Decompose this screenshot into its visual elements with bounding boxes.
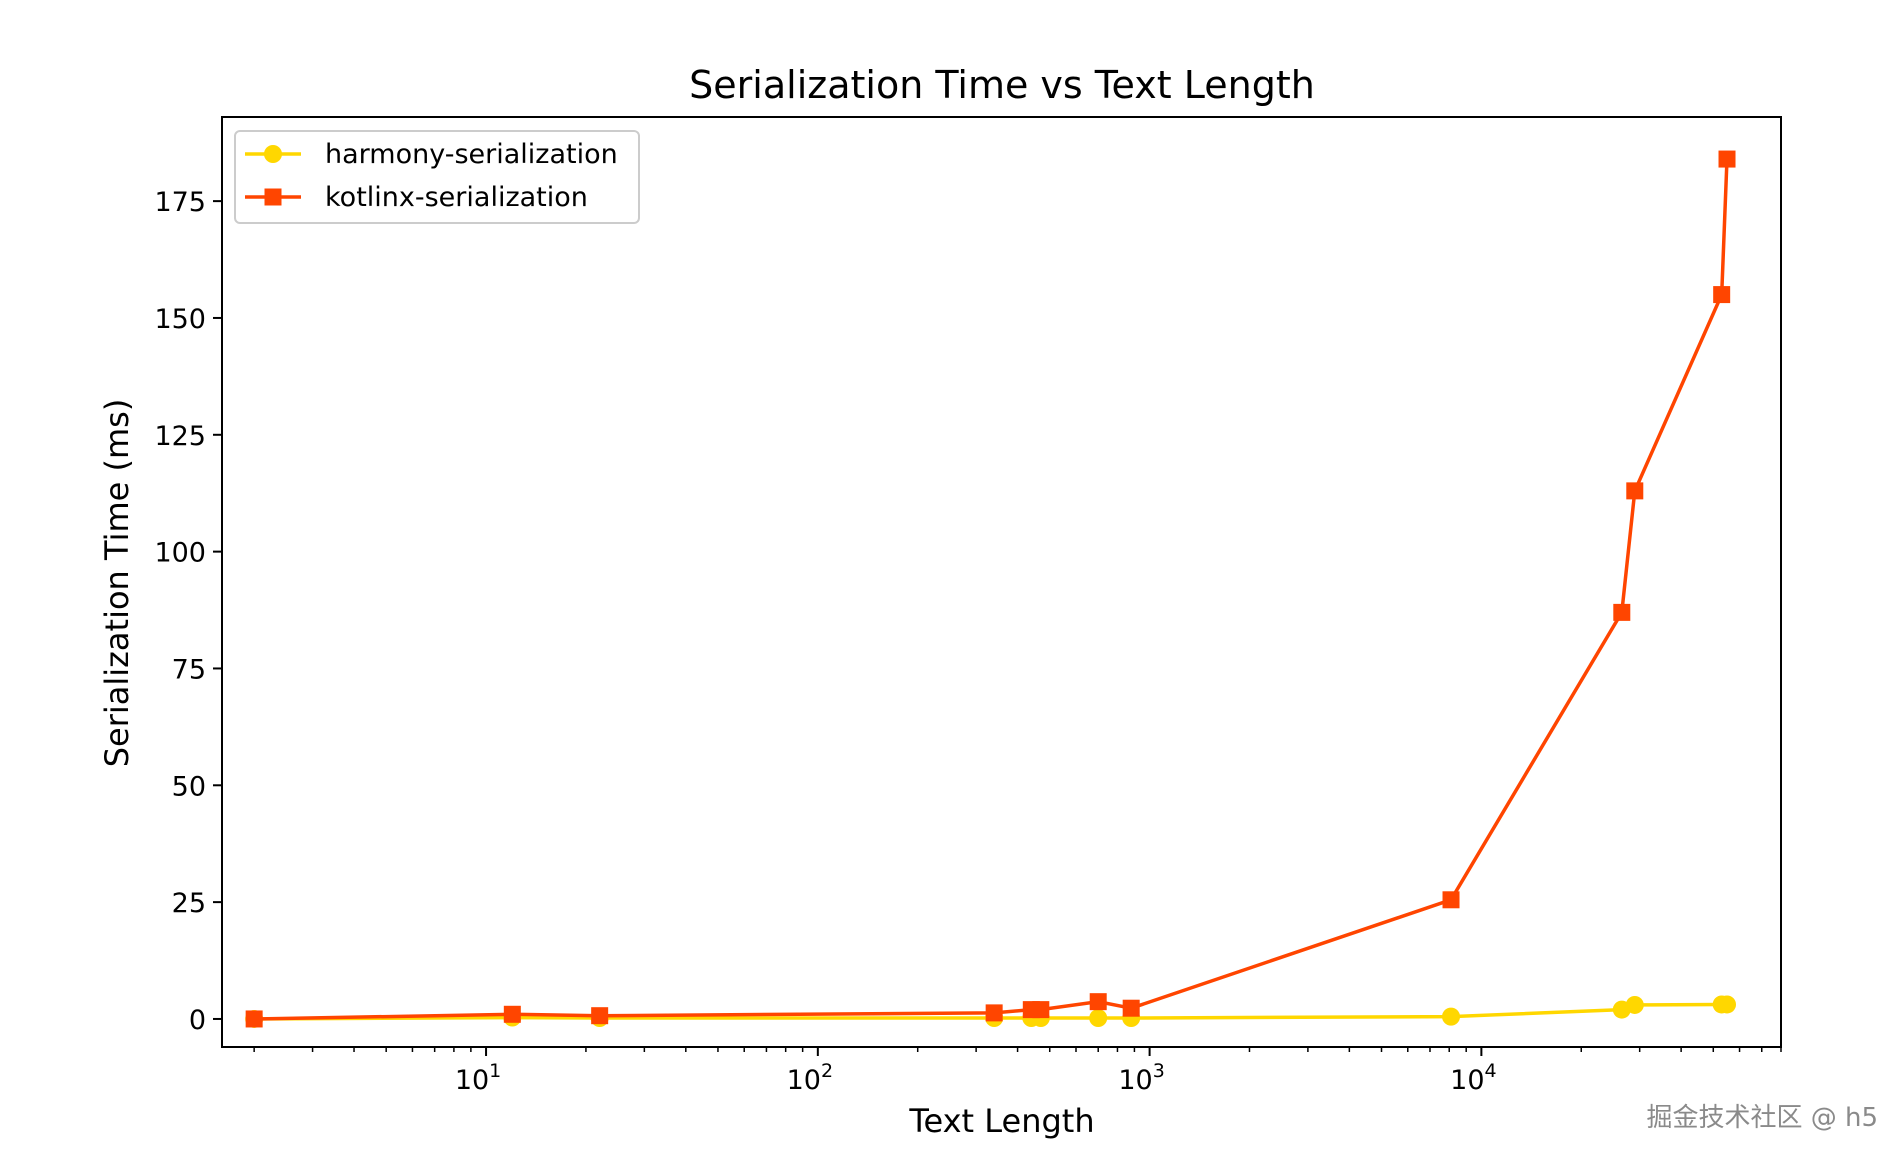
y-axis-label: Serialization Time (ms) [98,399,136,768]
x-tick-label: 102 [787,1060,833,1096]
data-point-harmony-serialization [1442,1007,1461,1026]
data-point-kotlinx-serialization [245,1010,263,1028]
chart-title: Serialization Time vs Text Length [689,63,1315,107]
watermark: 掘金技术社区 @ h5 [1646,1103,1878,1133]
legend-marker [264,145,282,163]
data-point-harmony-serialization [1718,995,1737,1014]
legend-label: harmony-serialization [325,139,618,170]
data-point-harmony-serialization [1625,995,1644,1014]
y-tick-label: 50 [172,771,206,802]
y-tick-label: 100 [154,538,206,569]
legend-box [234,130,640,224]
legend-label: kotlinx-serialization [325,182,588,213]
series-line-kotlinx-serialization [254,159,1729,1021]
y-tick-label: 75 [172,654,206,685]
y-tick-label: 25 [172,888,206,919]
x-tick-label: 104 [1450,1060,1496,1096]
plot-frame [221,116,1782,1048]
y-tick-label: 150 [154,304,206,335]
data-point-kotlinx-serialization [1032,1001,1050,1019]
data-point-kotlinx-serialization [503,1005,521,1023]
data-point-harmony-serialization [1089,1009,1108,1028]
data-point-kotlinx-serialization [591,1007,609,1025]
data-point-kotlinx-serialization [985,1004,1003,1022]
data-point-kotlinx-serialization [1122,999,1140,1017]
data-point-kotlinx-serialization [1442,891,1460,909]
data-point-kotlinx-serialization [1626,482,1644,500]
x-axis-label: Text Length [908,1102,1094,1140]
legend: harmony-serialization kotlinx-serializati… [234,130,640,224]
y-tick-label: 125 [154,421,206,452]
data-point-kotlinx-serialization [1089,993,1107,1011]
plot-area: 0 25 50 75 100 125 150 175 101 102 103 104 [154,116,1782,1096]
x-tick-label: 103 [1118,1060,1164,1096]
y-tick-label: 0 [189,1005,206,1036]
x-tick-label: 101 [455,1060,501,1096]
y-tick-label: 175 [154,187,206,218]
data-point-kotlinx-serialization [1713,286,1731,304]
data-point-kotlinx-serialization [1718,150,1736,168]
legend-marker [264,188,282,206]
data-point-kotlinx-serialization [1613,603,1631,621]
